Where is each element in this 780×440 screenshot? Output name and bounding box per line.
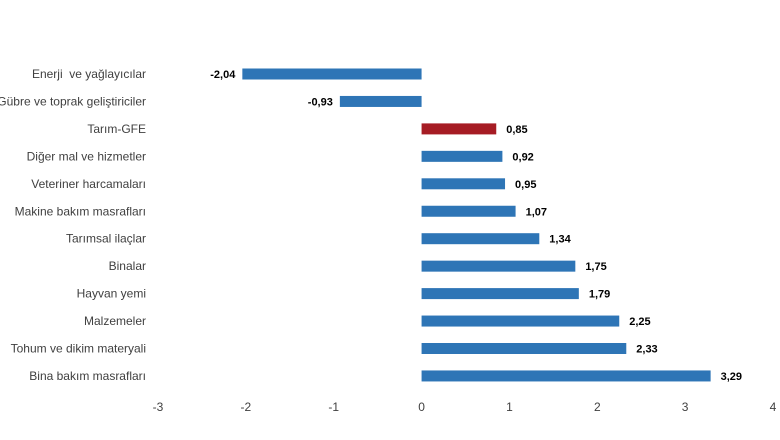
- bar-bina-bakim-masraflari: [421, 370, 711, 382]
- value-label: 2,25: [629, 316, 650, 328]
- category-label: Makine bakım masrafları: [15, 204, 146, 218]
- bar-makine-bakim-masraflari: [421, 205, 516, 217]
- bar-tarimsal-ilaclar: [421, 233, 540, 245]
- value-label: 1,07: [526, 206, 547, 218]
- value-label: 1,75: [585, 261, 606, 273]
- value-label: 3,29: [721, 371, 742, 383]
- category-label: Diğer mal ve hizmetler: [27, 149, 146, 163]
- x-tick-label: 1: [506, 400, 513, 414]
- value-label: 0,95: [515, 179, 536, 191]
- category-label: Tarım-GFE: [87, 122, 146, 136]
- x-axis-tick-labels: -3 -2 -1 0 1 2 3 4: [153, 400, 777, 414]
- bar-enerji-ve-yaglayicilar: [242, 68, 422, 80]
- value-label: 0,92: [512, 151, 533, 163]
- category-label: Veteriner harcamaları: [31, 177, 146, 191]
- x-tick-label: 4: [770, 400, 777, 414]
- x-tick-label: -1: [328, 400, 339, 414]
- value-label: -0,93: [308, 96, 333, 108]
- bars-group: [242, 68, 711, 382]
- x-tick-label: 3: [682, 400, 689, 414]
- category-label: Gübre ve toprak geliştiriciler: [0, 94, 146, 108]
- bar-diger-mal-ve-hizmetler: [421, 150, 503, 162]
- category-label: Tohum ve dikim materyali: [11, 342, 146, 356]
- x-tick-label: -3: [153, 400, 164, 414]
- bar-veteriner-harcamalari: [421, 178, 506, 190]
- category-label: Tarımsal ilaçlar: [66, 232, 146, 246]
- value-label: 0,85: [506, 124, 527, 136]
- bar-hayvan-yemi: [421, 288, 579, 300]
- category-label: Binalar: [109, 259, 146, 273]
- value-label: 1,34: [549, 234, 571, 246]
- category-label: Hayvan yemi: [77, 287, 146, 301]
- bar-tohum-ve-dikim-materyali: [421, 343, 627, 354]
- x-tick-label: -2: [241, 400, 252, 414]
- value-label: 2,33: [636, 344, 657, 356]
- x-tick-label: 2: [594, 400, 601, 414]
- category-label: Bina bakım masrafları: [29, 369, 146, 383]
- category-label: Malzemeler: [84, 314, 146, 328]
- bar-tarim-gfe: [421, 123, 497, 135]
- value-label: 1,79: [589, 289, 610, 301]
- category-label: Enerji ve yağlayıcılar: [32, 67, 146, 81]
- bar-malzemeler: [421, 315, 620, 327]
- x-tick-label: 0: [418, 400, 425, 414]
- value-label: -2,04: [210, 69, 236, 81]
- value-labels: -2,04 -0,93 0,85 0,92 0,95 1,07 1,34 1,75 1,79 2,…: [210, 69, 742, 383]
- bar-binalar: [421, 260, 576, 272]
- category-labels: Enerji ve yağlayıcılar Gübre ve toprak ge…: [0, 67, 146, 383]
- bar-gubre-ve-toprak-gelistiriciler: [339, 95, 422, 107]
